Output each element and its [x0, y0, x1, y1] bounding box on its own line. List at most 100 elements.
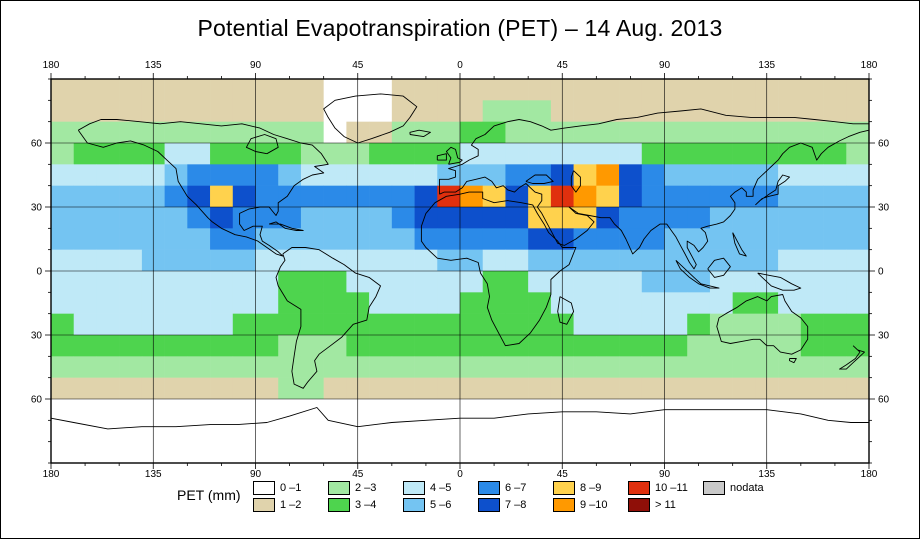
- heatmap-cell: [800, 441, 824, 464]
- heatmap-cell: [709, 441, 733, 464]
- coastline-new_zealand: [839, 345, 865, 370]
- heatmap-cell: [528, 356, 552, 378]
- heatmap-cell: [732, 420, 756, 442]
- heatmap-cell: [414, 121, 438, 144]
- heatmap-cell: [414, 271, 438, 293]
- coastline-philippines: [732, 232, 747, 257]
- lon-tick-label: 90: [250, 60, 262, 71]
- heatmap-cell: [687, 313, 711, 336]
- lat-tick-label: 60: [878, 395, 890, 406]
- heatmap-cell: [96, 249, 120, 272]
- heatmap-cell: [73, 121, 97, 144]
- heatmap-cell: [846, 420, 870, 442]
- heatmap-cell: [391, 313, 415, 336]
- legend-range-label: > 11: [655, 499, 676, 511]
- heatmap-cell: [778, 420, 802, 442]
- lon-tick-label: 135: [145, 469, 162, 480]
- heatmap-cell: [573, 377, 597, 400]
- heatmap-cell: [823, 164, 847, 186]
- lon-tick-label: 180: [43, 60, 60, 71]
- heatmap-cell: [323, 441, 347, 464]
- heatmap-cell: [51, 79, 75, 101]
- legend-range-label: nodata: [730, 482, 764, 494]
- heatmap-cell: [823, 356, 847, 378]
- heatmap-cell: [573, 420, 597, 442]
- heatmap-cell: [232, 420, 256, 442]
- heatmap-cell: [596, 335, 620, 357]
- heatmap-cell: [687, 249, 711, 272]
- heatmap-cell: [255, 377, 279, 400]
- heatmap-cell: [232, 79, 256, 101]
- graticule: [51, 79, 869, 463]
- heatmap-cell: [187, 335, 211, 357]
- heatmap-cell: [778, 228, 802, 250]
- chart-title: Potential Evapotranspiration (PET) – 14 …: [197, 15, 723, 41]
- lat-tick-label: 30: [878, 331, 890, 342]
- heatmap-cell: [300, 335, 324, 357]
- lon-tick-label: 135: [758, 469, 775, 480]
- heatmap-cell: [505, 228, 529, 250]
- heatmap-cell: [119, 356, 143, 378]
- heatmap-cell: [323, 356, 347, 378]
- heatmap-cell: [687, 356, 711, 378]
- heatmap-cell: [687, 207, 711, 229]
- heatmap-cell: [778, 335, 802, 357]
- heatmap-cell: [846, 292, 870, 314]
- heatmap-cell: [278, 335, 302, 357]
- heatmap-cell: [391, 292, 415, 314]
- heatmap-cell: [664, 377, 688, 400]
- heatmap-cell: [119, 249, 143, 272]
- heatmap-cell: [619, 399, 643, 421]
- heatmap-cell: [187, 356, 211, 378]
- heatmap-cell: [800, 377, 824, 400]
- lon-tick-label: 45: [557, 469, 569, 480]
- heatmap-cell: [528, 79, 552, 101]
- heatmap-cell: [164, 313, 188, 336]
- heatmap-cell: [687, 377, 711, 400]
- heatmap-cell: [687, 121, 711, 144]
- heatmap-cell: [528, 271, 552, 293]
- heatmap-cell: [187, 399, 211, 421]
- heatmap-cell: [164, 356, 188, 378]
- heatmap-cell: [823, 207, 847, 229]
- heatmap-cell: [800, 185, 824, 208]
- heatmap-cell: [709, 335, 733, 357]
- lon-tick-label: 0: [457, 469, 463, 480]
- heatmap-cell: [732, 143, 756, 165]
- heatmap-cell: [460, 249, 484, 272]
- legend: PET (mm) 0 –1 1 –2 2 –3 3 –4 4 –5 5 –6 6 –7 7 –…: [1, 479, 919, 519]
- heatmap-cell: [619, 185, 643, 208]
- heatmap-cell: [164, 164, 188, 186]
- lon-tick-label: 45: [352, 469, 364, 480]
- heatmap-cell: [232, 100, 256, 122]
- heatmap-cell: [210, 121, 234, 144]
- legend-swatch: [553, 498, 575, 512]
- heatmap-cell: [323, 271, 347, 293]
- heatmap-cell: [255, 292, 279, 314]
- heatmap-cell: [732, 164, 756, 186]
- heatmap-cell: [414, 185, 438, 208]
- heatmap-cell: [414, 399, 438, 421]
- heatmap-cell: [210, 185, 234, 208]
- heatmap-cell: [823, 143, 847, 165]
- heatmap-cell: [664, 441, 688, 464]
- heatmap-cell: [732, 100, 756, 122]
- coastline-greenland: [323, 93, 418, 144]
- heatmap-cell: [573, 143, 597, 165]
- heatmap-cell: [641, 249, 665, 272]
- heatmap-cell: [369, 100, 393, 122]
- heatmap-cell: [823, 377, 847, 400]
- legend-range-label: 8 –9: [580, 482, 602, 494]
- heatmap-cell: [800, 292, 824, 314]
- heatmap-cell: [187, 121, 211, 144]
- lon-tick-label: 45: [352, 60, 364, 71]
- heatmap-cell: [641, 441, 665, 464]
- heatmap-cell: [187, 313, 211, 336]
- heatmap-cell: [573, 292, 597, 314]
- heatmap-cell: [619, 377, 643, 400]
- heatmap-cell: [528, 100, 552, 122]
- heatmap-cell: [323, 420, 347, 442]
- lat-tick-label: 30: [31, 203, 43, 214]
- heatmap-cell: [709, 121, 733, 144]
- heatmap-cell: [709, 185, 733, 208]
